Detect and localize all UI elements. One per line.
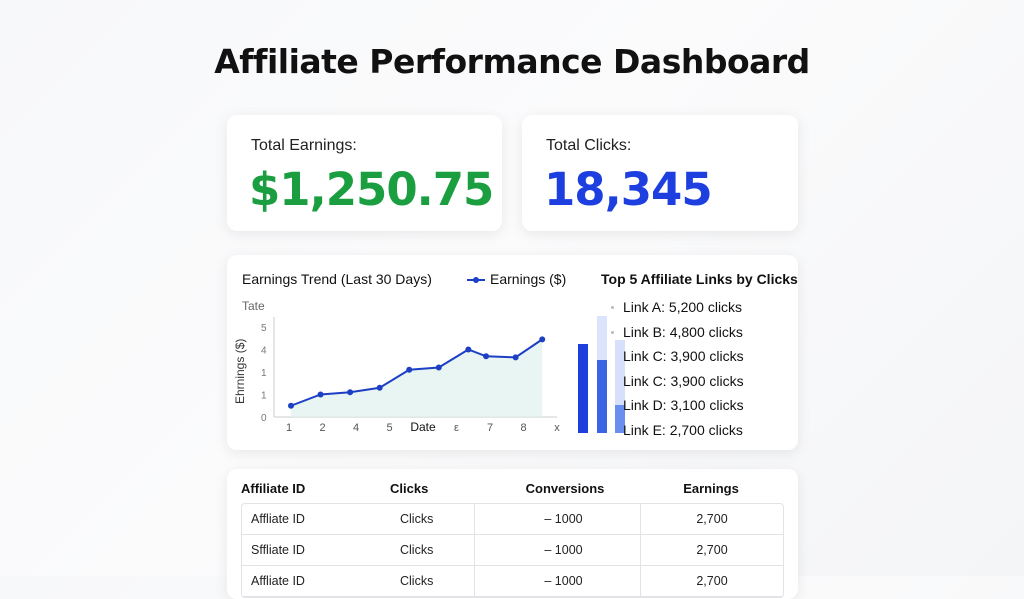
- earnings-trend-chart: Tate 0 1 1 4 5 Ehrnings ($) 1 2 4 5 ε 7 8 x Date: [233, 299, 560, 434]
- top5-item-label: Link D: 3,100 clicks: [623, 397, 744, 414]
- header-clicks: Clicks: [390, 481, 429, 496]
- x-axis-label: Date: [410, 420, 436, 434]
- cell-earnings: 2,700: [696, 543, 728, 557]
- y-tick-label: 4: [261, 346, 267, 357]
- top5-item: Link E: 2,700 clicks: [623, 418, 744, 443]
- bullet-dot-icon: [611, 306, 614, 309]
- total-clicks-card: Total Clicks: 18,345: [522, 115, 798, 231]
- table-header-row: Affiliate ID Clicks Conversions Earnings: [241, 481, 782, 496]
- cell-conversions: – 1000: [475, 535, 641, 565]
- cell-clicks: Clicks: [386, 504, 475, 534]
- trend-point: [483, 353, 490, 360]
- top5-item: Link A: 5,200 clicks: [611, 295, 744, 320]
- header-conversions: Conversions: [525, 481, 605, 496]
- x-tick-label: ε: [454, 422, 459, 434]
- top5-item-label: Link A: 5,200 clicks: [623, 299, 743, 315]
- charts-card: Earnings Trend (Last 30 Days) Earnings (…: [227, 255, 798, 450]
- y-tick-label: 1: [261, 391, 267, 402]
- trend-point: [435, 364, 442, 371]
- x-tick-label: 7: [487, 422, 493, 434]
- y-axis-label: Ehrnings ($): [233, 339, 247, 404]
- x-tick-label: x: [554, 422, 560, 434]
- top5-title: Top 5 Affiliate Links by Clicks: [601, 271, 798, 287]
- cell-earnings: 2,700: [696, 574, 728, 588]
- top5-item-label: Link C: 3,900 clicks: [623, 348, 744, 365]
- y-tick-label: 5: [261, 323, 267, 334]
- affiliate-table-card: Affiliate ID Clicks Conversions Earnings…: [227, 469, 798, 599]
- header-affiliate-id: Affiliate ID: [241, 481, 306, 496]
- trend-point: [376, 384, 383, 391]
- trend-line: [290, 338, 543, 407]
- cell-conversions: – 1000: [475, 504, 641, 534]
- trend-area-fill: [291, 339, 543, 417]
- legend-label: Earnings ($): [490, 271, 567, 287]
- top5-bar-chart: [578, 316, 625, 433]
- trend-point: [347, 389, 354, 396]
- x-tick-label: 5: [386, 422, 392, 434]
- top5-item-label: Link B: 4,800 clicks: [623, 323, 743, 340]
- table-row[interactable]: Sffliate ID Clicks – 1000 2,700: [242, 535, 783, 566]
- cell-clicks: Clicks: [386, 535, 475, 565]
- top5-item: Link C: 3,900 clicks: [623, 369, 744, 394]
- top5-item-label: Link E: 2,700 clicks: [623, 421, 743, 438]
- chart-top-label: Tate: [242, 299, 265, 313]
- x-tick-label: 8: [520, 422, 526, 434]
- cell-affiliate-id: Affliate ID: [251, 574, 305, 588]
- cell-affiliate-id: Affliate ID: [251, 512, 305, 526]
- bar: [597, 360, 607, 433]
- page-title: Affiliate Performance Dashboard: [214, 42, 810, 81]
- top5-item: Link D: 3,100 clicks: [623, 393, 744, 418]
- cell-clicks: Clicks: [386, 566, 475, 596]
- y-tick-label: 0: [261, 413, 267, 424]
- top5-item: Link B: 4,800 clicks: [611, 320, 744, 345]
- total-earnings-value: $1,250.75: [249, 163, 494, 216]
- bullet-dot-icon: [611, 330, 614, 334]
- table-row[interactable]: Affliate ID Clicks – 1000 2,700: [242, 566, 783, 597]
- trend-point: [465, 346, 472, 353]
- trend-chart-title: Earnings Trend (Last 30 Days): [242, 271, 432, 287]
- x-tick-label: 2: [319, 422, 325, 434]
- table-row[interactable]: Affliate ID Clicks – 1000 2,700: [242, 504, 783, 535]
- trend-point: [288, 402, 294, 409]
- bar: [615, 405, 625, 433]
- cell-affiliate-id: Sffliate ID: [251, 543, 305, 557]
- bar: [578, 344, 588, 433]
- y-tick-label: 1: [261, 368, 267, 379]
- top5-item-label: Link C: 3,900 clicks: [623, 372, 744, 389]
- legend-line-marker: [467, 277, 485, 284]
- trend-point: [512, 354, 519, 361]
- total-clicks-value: 18,345: [544, 163, 713, 216]
- trend-point: [539, 336, 546, 343]
- trend-point: [406, 366, 413, 373]
- trend-point: [317, 391, 324, 398]
- header-earnings: Earnings: [683, 481, 739, 496]
- cell-earnings: 2,700: [696, 512, 728, 526]
- top5-item: Link C: 3,900 clicks: [623, 344, 744, 369]
- total-clicks-label: Total Clicks:: [546, 137, 632, 154]
- total-earnings-label: Total Earnings:: [251, 137, 357, 154]
- trend-legend: Earnings ($): [467, 271, 566, 287]
- x-tick-label: 4: [353, 422, 359, 434]
- bar-background: [615, 340, 625, 433]
- x-tick-label: 1: [286, 422, 292, 434]
- top5-list: Link A: 5,200 clicks Link B: 4,800 click…: [611, 295, 744, 443]
- cell-conversions: – 1000: [475, 566, 641, 596]
- table-body: Affliate ID Clicks – 1000 2,700 Sffliate…: [241, 503, 784, 598]
- total-earnings-card: Total Earnings: $1,250.75: [227, 115, 502, 231]
